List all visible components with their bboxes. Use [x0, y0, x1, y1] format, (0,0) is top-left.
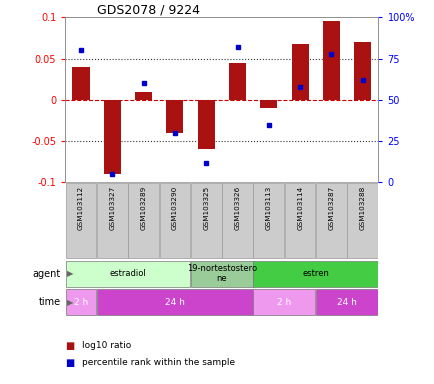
Bar	[66, 261, 190, 286]
Bar	[260, 100, 277, 108]
Bar	[253, 183, 283, 258]
Bar	[291, 44, 308, 100]
Text: 2 h: 2 h	[277, 298, 291, 307]
Bar	[253, 261, 377, 286]
Bar	[191, 183, 221, 258]
Bar	[66, 290, 96, 315]
Bar	[228, 63, 246, 100]
Text: ▶: ▶	[67, 298, 74, 307]
Text: GSM103289: GSM103289	[140, 186, 146, 230]
Bar	[347, 183, 377, 258]
Bar	[97, 290, 252, 315]
Bar	[191, 261, 252, 286]
Text: GSM103288: GSM103288	[359, 186, 365, 230]
Bar	[72, 67, 89, 100]
Text: GSM103290: GSM103290	[171, 186, 178, 230]
Text: 24 h: 24 h	[164, 298, 184, 307]
Text: 2 h: 2 h	[74, 298, 88, 307]
Bar	[66, 183, 96, 258]
Bar	[128, 183, 158, 258]
Text: estren: estren	[302, 269, 329, 278]
Text: GSM103113: GSM103113	[265, 186, 271, 230]
Bar	[103, 100, 121, 174]
Text: GSM103112: GSM103112	[78, 186, 84, 230]
Bar	[159, 183, 190, 258]
Text: GSM103327: GSM103327	[109, 186, 115, 230]
Text: time: time	[39, 297, 61, 308]
Text: agent: agent	[33, 268, 61, 279]
Text: estradiol: estradiol	[109, 269, 146, 278]
Bar	[222, 183, 252, 258]
Bar	[316, 183, 346, 258]
Text: ▶: ▶	[67, 269, 74, 278]
Text: 19-nortestostero
ne: 19-nortestostero ne	[186, 264, 256, 283]
Text: GDS2078 / 9224: GDS2078 / 9224	[96, 3, 199, 16]
Text: GSM103287: GSM103287	[328, 186, 334, 230]
Text: GSM103114: GSM103114	[296, 186, 302, 230]
Bar	[97, 183, 127, 258]
Bar	[284, 183, 315, 258]
Bar	[316, 290, 377, 315]
Bar	[253, 290, 315, 315]
Text: percentile rank within the sample: percentile rank within the sample	[82, 358, 234, 367]
Bar	[322, 22, 339, 100]
Bar	[353, 42, 371, 100]
Text: GSM103325: GSM103325	[203, 186, 209, 230]
Text: 24 h: 24 h	[336, 298, 356, 307]
Bar	[135, 91, 152, 100]
Text: GSM103326: GSM103326	[234, 186, 240, 230]
Bar	[197, 100, 214, 149]
Text: ■: ■	[65, 341, 74, 351]
Text: ■: ■	[65, 358, 74, 368]
Text: log10 ratio: log10 ratio	[82, 341, 131, 350]
Bar	[166, 100, 183, 133]
